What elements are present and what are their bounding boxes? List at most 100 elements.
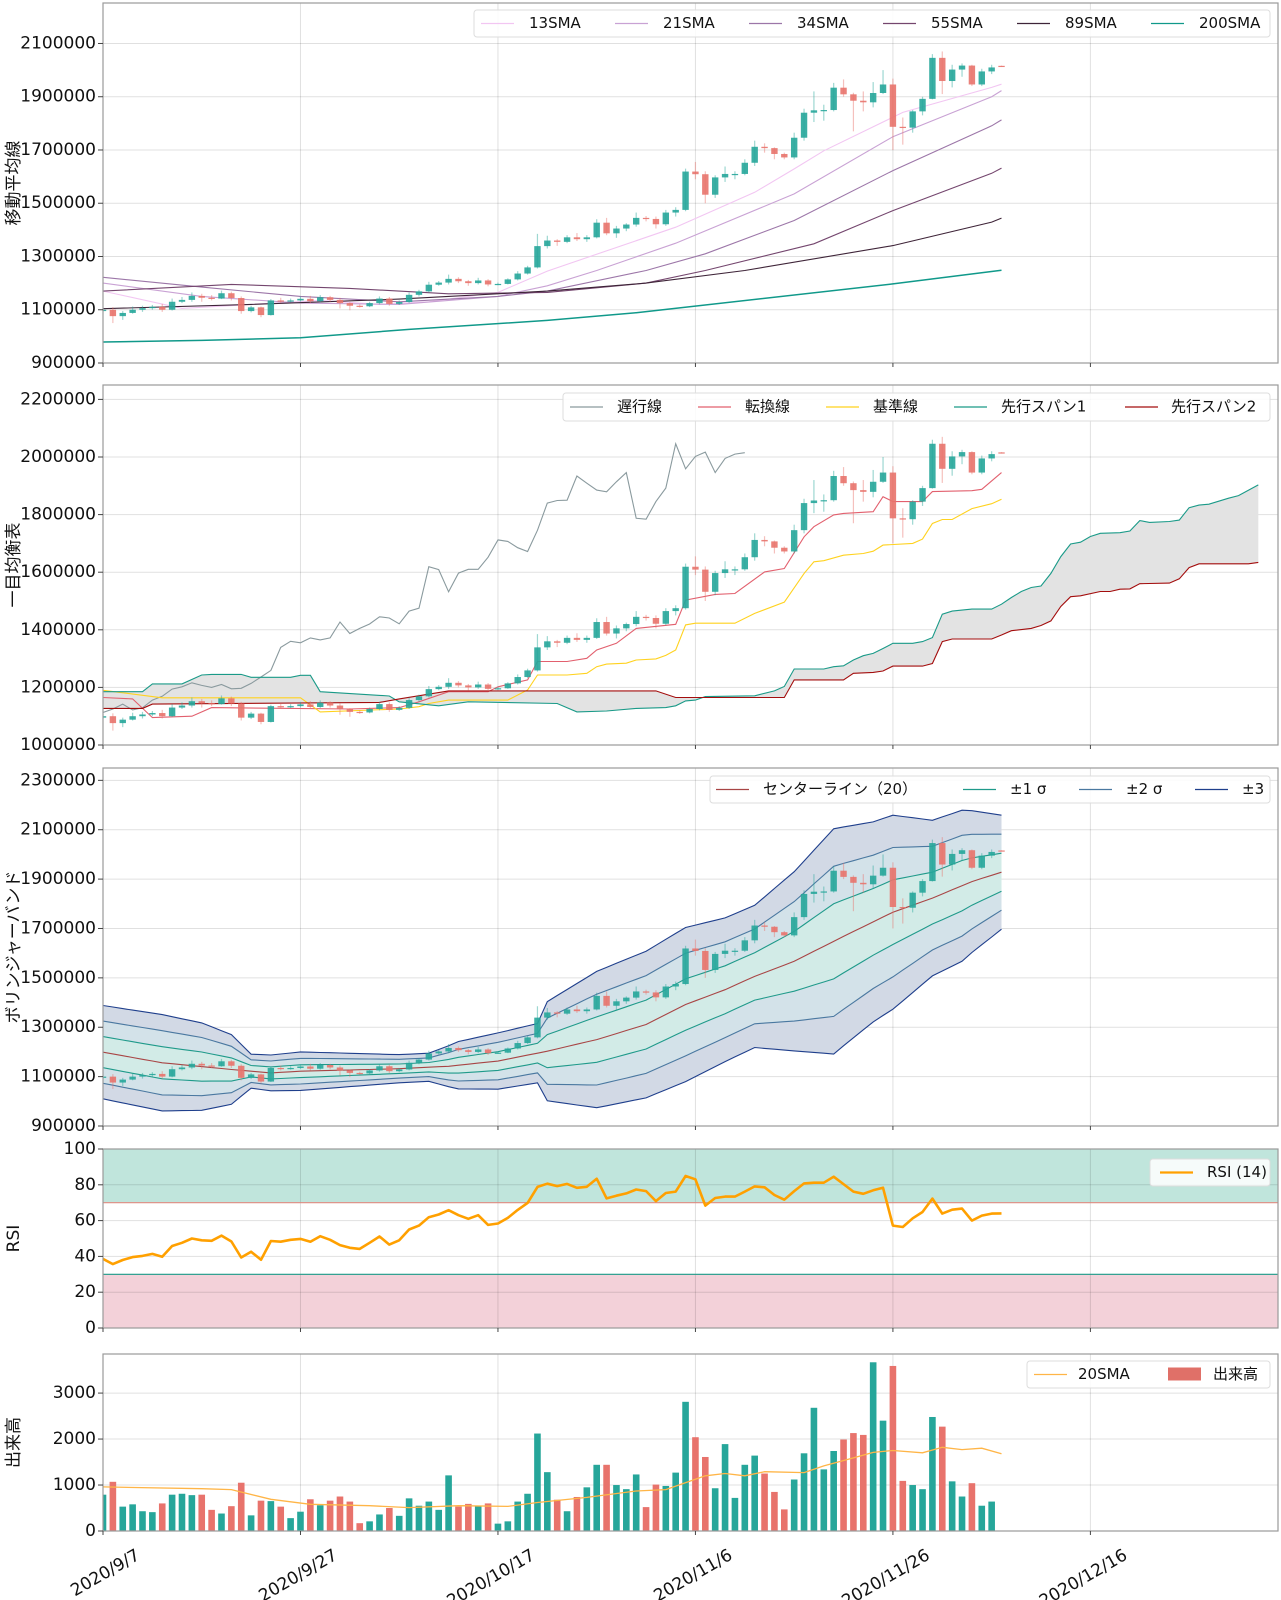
candle-body	[297, 704, 304, 707]
candle	[326, 701, 334, 708]
plot-frame	[102, 2, 1279, 364]
candle	[198, 1061, 205, 1070]
candle-body	[475, 1049, 482, 1052]
legend-item: 200SMA	[1151, 14, 1261, 32]
candle	[228, 696, 235, 707]
candle	[810, 480, 818, 514]
candle-body	[376, 704, 383, 709]
candle	[267, 704, 275, 723]
candle	[336, 1065, 344, 1076]
candle-body	[445, 1047, 452, 1052]
candle-body	[435, 686, 442, 690]
candle	[554, 1011, 561, 1018]
candle-body	[228, 293, 235, 299]
candle-body	[129, 716, 136, 720]
candle-body	[988, 454, 995, 459]
legend-item: 55SMA	[883, 14, 984, 32]
candle-body	[139, 1075, 146, 1077]
candle	[603, 616, 610, 636]
candle	[445, 274, 452, 285]
candle	[277, 297, 284, 304]
candle	[879, 457, 887, 483]
candle	[188, 1060, 196, 1070]
candle	[662, 608, 670, 626]
y-tick-label: 1900000	[20, 87, 96, 107]
volume-bar	[103, 1494, 107, 1531]
candle	[247, 305, 255, 313]
candle	[919, 485, 926, 506]
candle	[998, 452, 1005, 454]
candle	[840, 467, 847, 486]
candle-body	[919, 881, 926, 893]
y-tick-label: 2100000	[20, 33, 96, 53]
candle	[968, 64, 976, 87]
candle	[741, 553, 749, 571]
candle	[721, 561, 729, 578]
y-tick-label: 0	[85, 1521, 96, 1541]
candle-body	[475, 280, 482, 284]
candle-body	[692, 948, 699, 951]
candle-body	[129, 309, 136, 313]
candle	[613, 225, 620, 238]
candle-body	[396, 302, 403, 304]
candle-body	[149, 306, 156, 309]
candle	[366, 1069, 373, 1075]
candle	[238, 296, 245, 314]
volume-bar	[682, 1401, 689, 1531]
candle-body	[317, 297, 324, 302]
volume-bar	[287, 1518, 294, 1531]
legend-box	[1149, 1158, 1271, 1187]
legend: 遅行線 転換線 基準線 先行スパン1 先行スパン2	[562, 392, 1271, 422]
candle-body	[948, 853, 956, 865]
x-tick-label: 2020/11/6	[650, 1545, 735, 1600]
candle	[672, 981, 679, 991]
candle-body	[514, 273, 521, 280]
candle	[307, 701, 314, 709]
panel-4: 0 20 40 60 80 100 RSI RSI (14)	[4, 1139, 1279, 1338]
volume-bar	[613, 1485, 620, 1531]
candle-body	[662, 611, 670, 624]
candle-body	[544, 240, 551, 247]
candle	[386, 702, 393, 712]
volume-sma-line	[103, 1446, 1002, 1509]
candle	[939, 436, 946, 483]
volume-bar	[435, 1509, 443, 1531]
legend-item: 34SMA	[749, 14, 850, 32]
candle	[356, 304, 363, 308]
candle-body	[287, 706, 294, 708]
candle-body	[297, 1066, 304, 1068]
candle-body	[593, 622, 600, 638]
candle-body	[889, 84, 897, 127]
candle	[534, 634, 541, 672]
candle-body	[218, 293, 225, 299]
band-fill-3sigma	[103, 810, 1002, 1111]
candle	[632, 611, 640, 627]
candle-body	[356, 1072, 363, 1075]
candle-body	[168, 301, 176, 310]
candle-body	[978, 855, 985, 868]
candle	[573, 633, 581, 642]
candle	[257, 306, 265, 318]
candle	[731, 948, 739, 956]
candle	[336, 703, 344, 715]
candle	[751, 140, 758, 166]
candle	[445, 678, 452, 689]
y-tick-label: 1200000	[20, 677, 96, 697]
candle	[711, 951, 719, 973]
candle	[830, 866, 837, 893]
candle-body	[475, 684, 482, 688]
candle	[721, 943, 729, 959]
volume-bar	[297, 1511, 304, 1531]
candle	[287, 298, 294, 303]
candle-body	[376, 298, 383, 304]
candle-body	[109, 1076, 117, 1083]
candle	[751, 919, 758, 944]
candle	[168, 298, 176, 311]
volume-bar	[524, 1493, 531, 1531]
candle-body	[455, 278, 462, 282]
candle	[869, 469, 877, 498]
candle-body	[810, 891, 818, 894]
candle	[415, 1058, 423, 1065]
volume-bar	[652, 1484, 660, 1531]
candle	[139, 1072, 146, 1079]
